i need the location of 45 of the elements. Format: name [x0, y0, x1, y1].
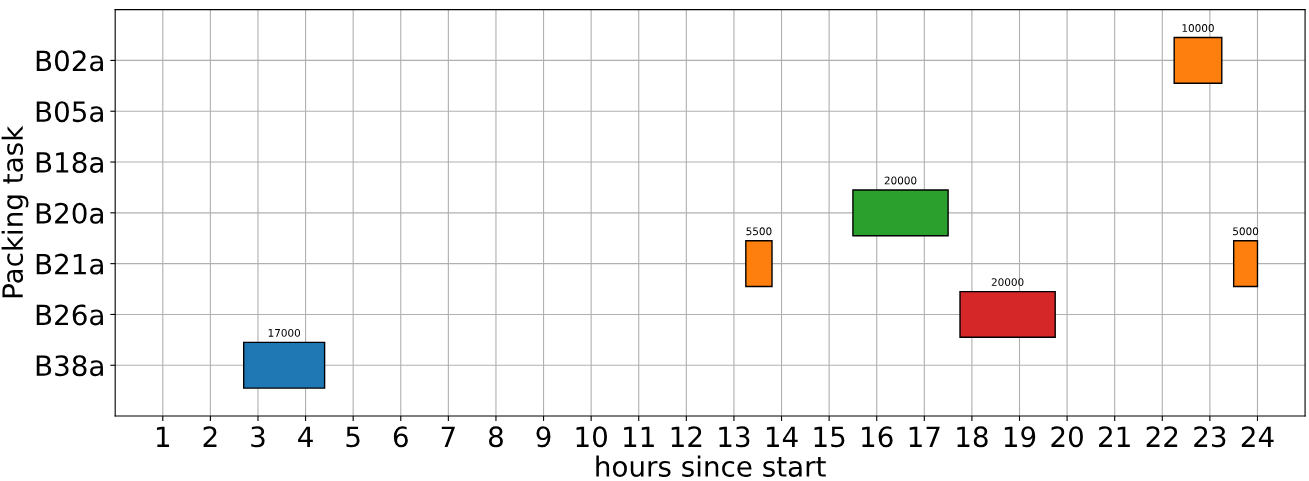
x-tick-label: 2 — [203, 426, 217, 447]
x-tick-label: 19 — [1004, 426, 1036, 448]
annotation: 10000 — [1182, 24, 1214, 32]
x-tick-label: 22 — [1146, 426, 1178, 447]
y-tick-label: B26a — [36, 304, 103, 326]
x-tick-label: 6 — [393, 426, 408, 448]
y-tick-label: B18a — [36, 151, 103, 173]
x-tick-label: 14 — [766, 426, 798, 447]
bar — [1232, 240, 1259, 288]
y-tick-label: B21a — [36, 253, 103, 275]
annotation: 5000 — [1233, 227, 1259, 236]
x-tick-label: 24 — [1241, 426, 1274, 447]
x-tick-label: 1 — [157, 426, 170, 447]
y-axis-title: Packing task — [1, 125, 29, 298]
x-tick-label: 21 — [1099, 426, 1130, 447]
x-tick-label: 13 — [719, 426, 750, 448]
x-tick-label: 20 — [1051, 426, 1083, 448]
x-tick-label: 17 — [909, 426, 940, 447]
x-tick-label: 9 — [536, 426, 551, 448]
x-tick-label: 5 — [346, 426, 360, 448]
y-tick-label: B02a — [36, 50, 103, 72]
bar — [959, 290, 1056, 339]
x-tick-label: 15 — [814, 426, 845, 448]
bar — [243, 341, 326, 389]
y-tick-label: B38a — [36, 355, 103, 377]
x-tick-label: 12 — [671, 426, 702, 447]
annotation: 17000 — [268, 328, 301, 337]
annotation: 20000 — [991, 278, 1024, 287]
annotation: 20000 — [884, 176, 917, 185]
x-tick-label: 7 — [441, 426, 455, 447]
y-tick-label: B05a — [36, 101, 103, 123]
bar — [745, 240, 773, 288]
bar — [1173, 36, 1223, 84]
x-tick-label: 3 — [251, 426, 265, 448]
x-tick-label: 4 — [298, 426, 313, 447]
x-tick-label: 18 — [957, 426, 988, 448]
x-tick-label: 10 — [576, 426, 607, 448]
bar — [852, 189, 949, 237]
x-tick-label: 23 — [1194, 426, 1226, 448]
y-tick-label: B20a — [36, 202, 103, 224]
x-tick-label: 11 — [624, 426, 654, 447]
annotation: 5500 — [746, 227, 772, 236]
x-tick-label: 16 — [862, 426, 893, 448]
x-tick-label: 8 — [489, 426, 503, 448]
x-axis-title: hours since start — [596, 455, 826, 477]
